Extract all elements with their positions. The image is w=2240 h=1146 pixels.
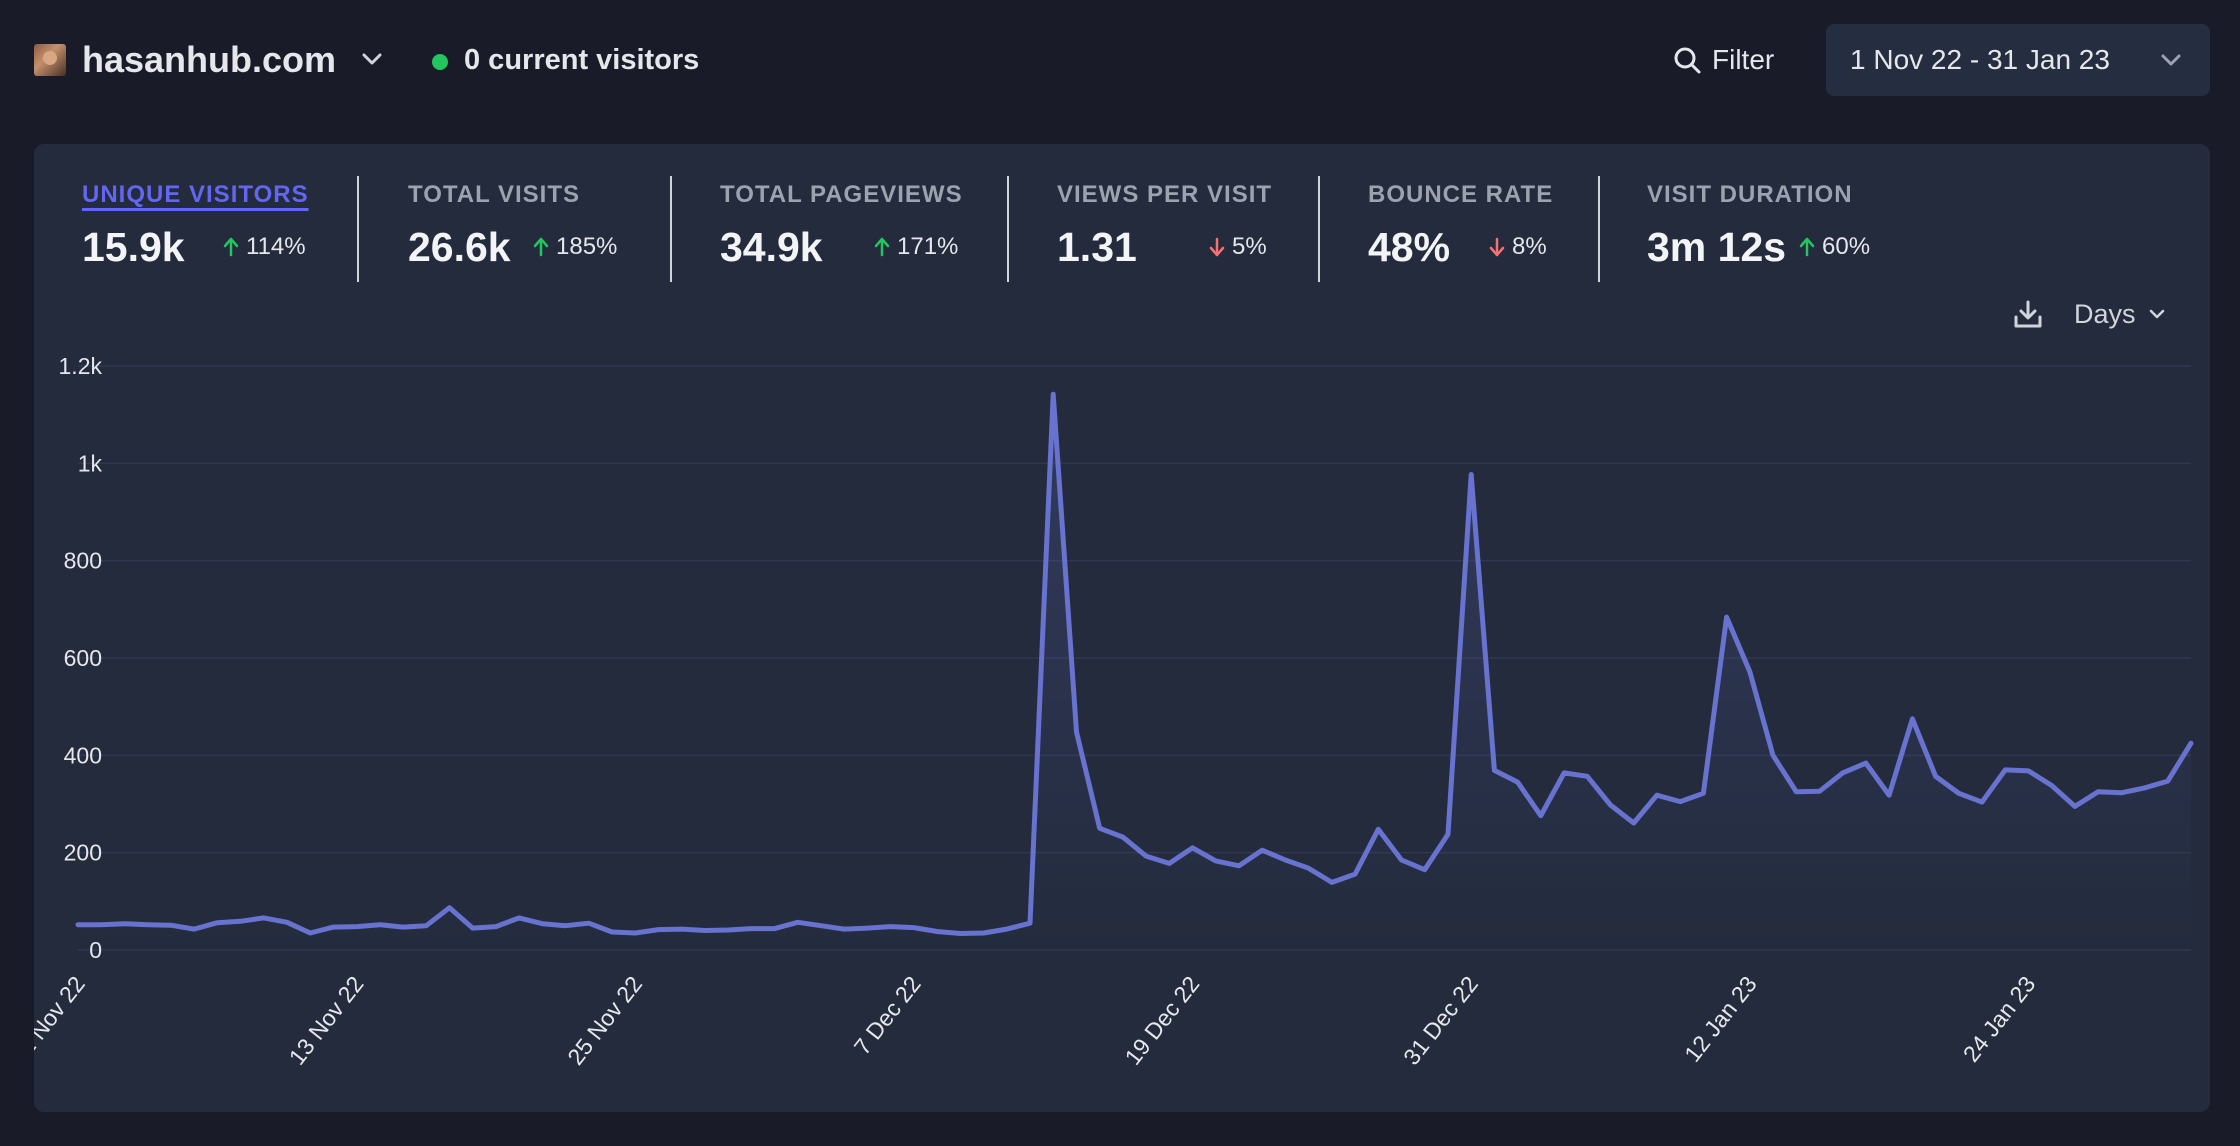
x-tick-label: 13 Nov 22 — [284, 971, 369, 1070]
y-tick-label: 800 — [64, 548, 102, 574]
arrow-down-icon — [1489, 237, 1505, 257]
x-tick-label: 7 Dec 22 — [849, 971, 926, 1060]
y-tick-label: 1k — [78, 450, 103, 476]
stat-change: 8% — [1488, 230, 1547, 264]
stat-change: 185% — [532, 230, 617, 264]
stat-change: 60% — [1798, 230, 1870, 264]
chevron-down-icon — [2149, 309, 2164, 319]
arrow-up-icon — [1799, 237, 1815, 257]
stat-value: 48% — [1368, 224, 1451, 270]
stat-title: BOUNCE RATE — [1368, 181, 1554, 208]
date-range-label: 1 Nov 22 - 31 Jan 23 — [1850, 44, 2110, 75]
interval-label: Days — [2074, 298, 2136, 329]
stat-value: 3m 12s — [1647, 224, 1787, 270]
stat-title: UNIQUE VISITORS — [82, 181, 309, 208]
stat-title: VISIT DURATION — [1647, 181, 1853, 208]
stat-change-value: 171% — [897, 233, 959, 260]
stat-change-value: 185% — [556, 233, 618, 260]
arrow-up-icon — [874, 237, 890, 257]
stat-divider — [1007, 176, 1009, 282]
current-visitors[interactable]: 0 current visitors — [464, 44, 700, 76]
y-tick-label: 1.2k — [59, 353, 103, 379]
site-favicon — [34, 44, 66, 76]
search-icon — [1674, 47, 1701, 74]
series-line — [75, 391, 2194, 936]
arrow-up-icon — [533, 237, 549, 257]
stat-divider — [1598, 176, 1600, 282]
stats-card: UNIQUE VISITORS 15.9k 114% TOTAL VISITS 26.6… — [34, 144, 2210, 1112]
site-name[interactable]: hasanhub.com — [82, 39, 337, 80]
stat-value: 15.9k — [82, 224, 185, 270]
arrow-up-icon — [223, 237, 239, 257]
stat-change: 171% — [873, 230, 958, 264]
date-range-picker[interactable]: 1 Nov 22 - 31 Jan 23 — [1826, 24, 2210, 96]
stat-change: 114% — [222, 230, 306, 264]
y-tick-label: 400 — [64, 742, 102, 768]
live-dot-icon — [432, 54, 448, 70]
stat-change-value: 8% — [1512, 233, 1547, 260]
site-dropdown-chevron-down-icon[interactable] — [356, 46, 388, 74]
stat-divider — [1318, 176, 1320, 282]
filter-label: Filter — [1712, 44, 1775, 75]
stat-change: 5% — [1208, 230, 1267, 264]
stat-value: 1.31 — [1057, 224, 1137, 270]
stat-divider — [357, 176, 359, 282]
x-tick-label: 19 Dec 22 — [1119, 971, 1204, 1070]
interval-picker[interactable]: Days — [2074, 296, 2168, 332]
stat-title: TOTAL VISITS — [408, 181, 581, 208]
download-icon[interactable] — [2012, 298, 2044, 330]
stat-change-value: 60% — [1822, 233, 1871, 260]
x-tick-label: 31 Dec 22 — [1398, 971, 1483, 1070]
stat-change-value: 114% — [246, 233, 306, 260]
y-tick-label: 200 — [64, 840, 102, 866]
top-bar: hasanhub.com 0 current visitors Filter 1… — [0, 0, 2240, 120]
stat-change-value: 5% — [1232, 233, 1267, 260]
stat-value: 34.9k — [720, 224, 823, 270]
x-tick-label: 25 Nov 22 — [562, 971, 647, 1070]
arrow-down-icon — [1209, 237, 1225, 257]
x-tick-label: 24 Jan 23 — [1958, 971, 2041, 1067]
stat-title: VIEWS PER VISIT — [1057, 181, 1273, 208]
y-tick-label: 600 — [64, 645, 102, 671]
stat-title: TOTAL PAGEVIEWS — [720, 181, 963, 208]
series-area — [78, 394, 2191, 950]
filter-button[interactable]: Filter — [1672, 36, 1802, 84]
chevron-down-icon — [2161, 54, 2181, 66]
x-tick-label: 1 Nov 22 — [34, 971, 90, 1060]
stat-divider — [670, 176, 672, 282]
x-tick-label: 12 Jan 23 — [1679, 971, 1762, 1067]
stat-value: 26.6k — [408, 224, 511, 270]
